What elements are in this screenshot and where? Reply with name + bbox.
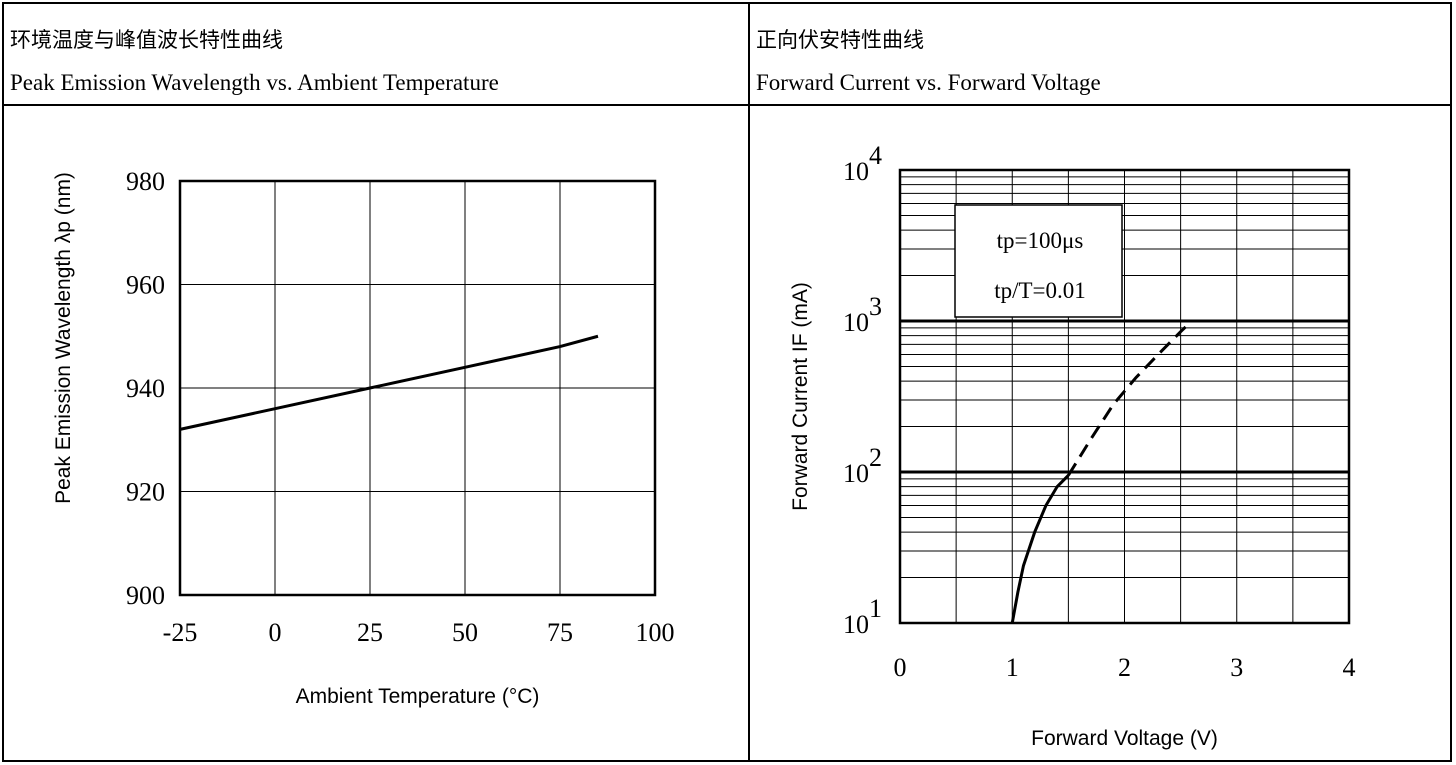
x-tick-label: 1	[1006, 653, 1019, 682]
y-tick-label: 940	[126, 374, 165, 403]
iv-curve-solid	[1010, 474, 1070, 624]
y-tick-label: 920	[126, 478, 165, 507]
x-tick-label: 0	[269, 618, 282, 647]
header-divider	[4, 104, 1450, 106]
iv-curve-pulsed-dashed	[1067, 319, 1193, 477]
y-tick-label: 960	[126, 271, 165, 300]
wavelength-temperature-chart: -25 0 25 50 75 100 900 920 940 960 980 Ambient Temp…	[52, 167, 675, 708]
y-axis-label: Peak Emission Wavelength λp (nm)	[52, 172, 75, 504]
x-tick-label: 100	[636, 618, 675, 647]
x-axis-label: Ambient Temperature (°C)	[296, 685, 540, 708]
right-title-en: Forward Current vs. Forward Voltage	[756, 70, 1101, 95]
plot-area-border	[898, 168, 1351, 625]
x-axis-label: Forward Voltage (V)	[1031, 727, 1218, 750]
wavelength-series-line	[179, 334, 599, 431]
x-tick-label: 0	[894, 653, 907, 682]
x-tick-label: 25	[357, 618, 383, 647]
y-tick-label: 101	[843, 594, 882, 639]
x-tick-label: 2	[1118, 653, 1131, 682]
y-tick-label: 102	[843, 443, 882, 488]
y-tick-label: 980	[126, 167, 165, 196]
plot-area-border	[178, 179, 657, 597]
panel-divider-vertical	[748, 4, 750, 760]
left-title-en: Peak Emission Wavelength vs. Ambient Tem…	[10, 70, 499, 95]
x-tick-label: 3	[1230, 653, 1243, 682]
x-tick-label: 75	[547, 618, 573, 647]
x-tick-label: 4	[1343, 653, 1356, 682]
right-title-cn: 正向伏安特性曲线	[756, 28, 924, 52]
y-tick-label: 900	[126, 581, 165, 610]
y-tick-label: 104	[843, 141, 882, 186]
x-tick-label: -25	[163, 618, 198, 647]
annotation-box	[954, 204, 1123, 318]
annotation-duty-cycle: tp/T=0.01	[994, 278, 1086, 303]
y-tick-label: 103	[843, 292, 882, 337]
left-title-cn: 环境温度与峰值波长特性曲线	[10, 28, 283, 52]
annotation-pulse-width: tp=100μs	[997, 228, 1084, 253]
y-axis-label: Forward Current IF (mA)	[789, 282, 812, 511]
x-tick-label: 50	[452, 618, 478, 647]
